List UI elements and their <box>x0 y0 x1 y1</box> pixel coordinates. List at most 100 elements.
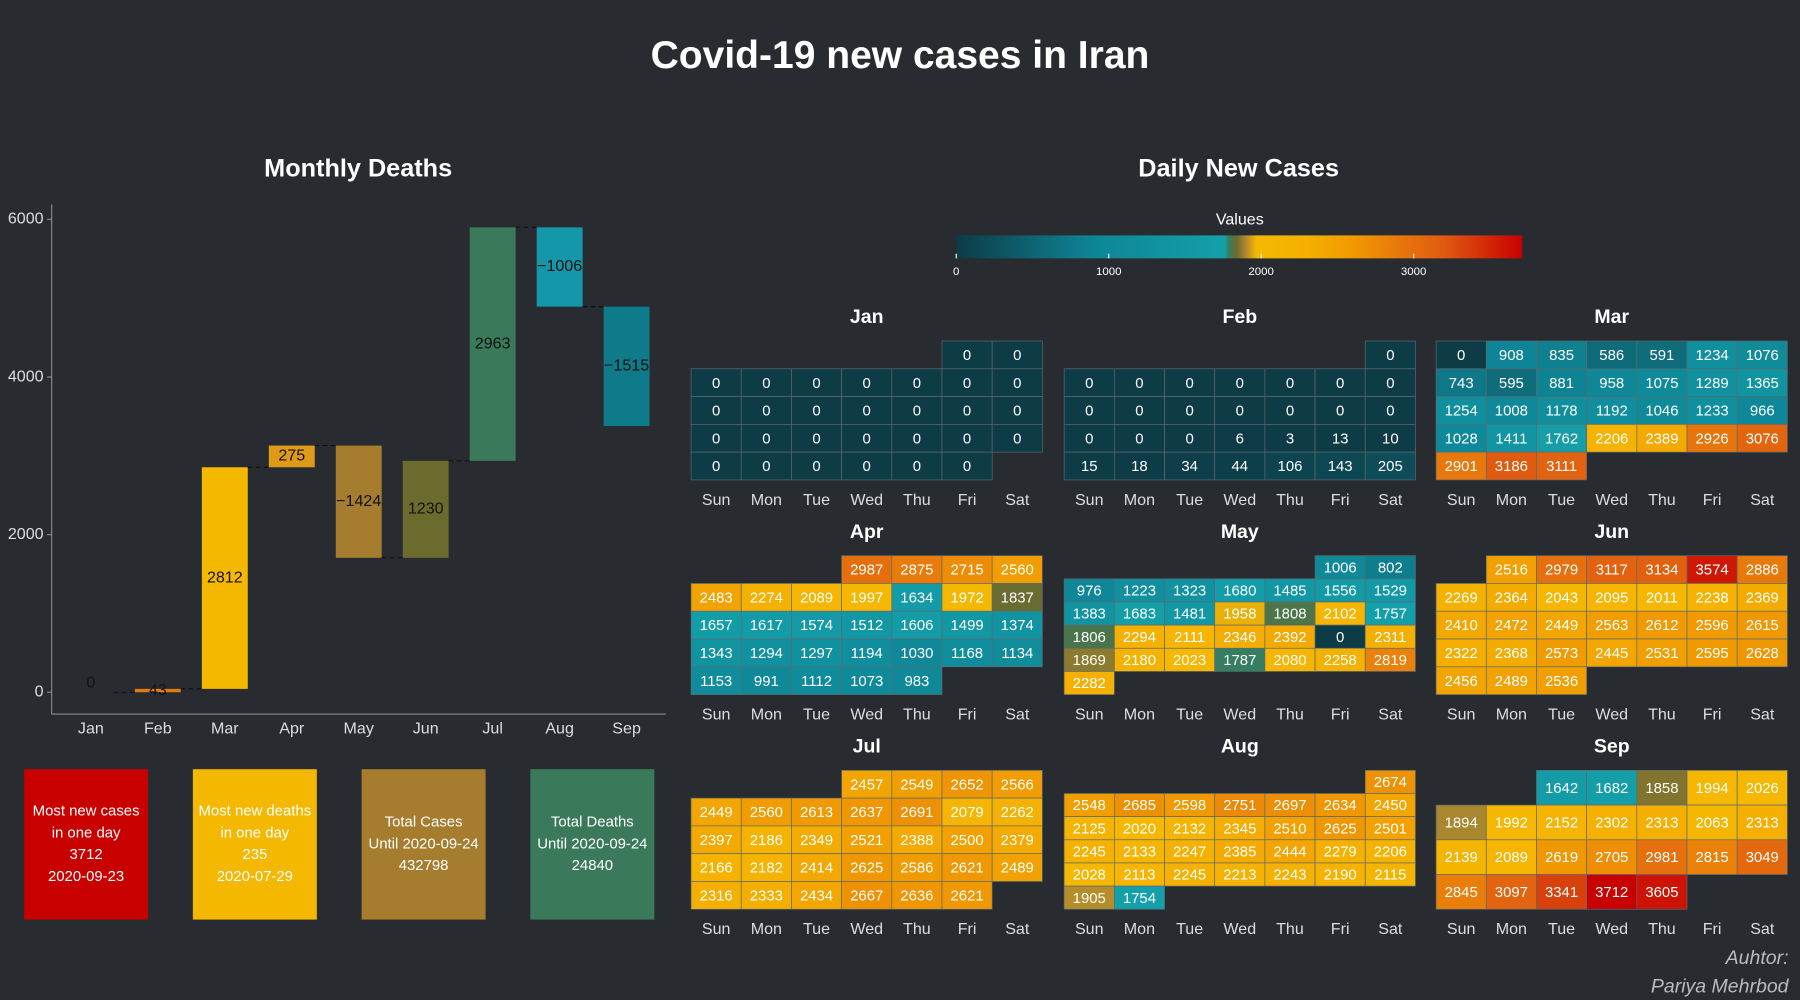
author-name: Pariya Mehrbod <box>1651 975 1790 997</box>
day-value: 2322 <box>1445 645 1478 662</box>
day-value: 1233 <box>1696 403 1729 420</box>
day-value: 2875 <box>900 562 933 579</box>
day-cell <box>1485 340 1537 370</box>
day-cell <box>1113 885 1165 910</box>
day-value: 1006 <box>1324 559 1357 576</box>
day-cell <box>1586 770 1638 806</box>
kpi-text: 2020-07-29 <box>217 868 293 885</box>
day-value: 1223 <box>1123 582 1156 599</box>
weekday-label: Wed <box>850 491 883 509</box>
day-value: 2190 <box>1324 867 1357 884</box>
kpi-card <box>361 769 486 920</box>
day-value: 2368 <box>1495 645 1528 662</box>
kpi-text: 432798 <box>399 857 449 874</box>
day-value: 1343 <box>700 645 733 662</box>
colorbar-tick-label: 2000 <box>1248 266 1274 278</box>
day-value: 2521 <box>850 832 883 849</box>
day-value: 1481 <box>1173 606 1206 623</box>
day-value: 2549 <box>900 776 933 793</box>
day-value: 835 <box>1549 347 1574 364</box>
day-value: 2685 <box>1123 797 1156 814</box>
weekday-label: Sun <box>1075 920 1104 938</box>
day-value: 3605 <box>1645 884 1678 901</box>
weekday-label: Sat <box>1378 705 1403 723</box>
day-value: 0 <box>963 347 971 364</box>
day-cell <box>1435 396 1487 425</box>
day-value: 10 <box>1382 430 1399 447</box>
day-value: 1606 <box>900 617 933 634</box>
day-value: 2751 <box>1223 797 1256 814</box>
day-cell <box>1435 666 1487 695</box>
day-cell <box>1314 451 1366 481</box>
y-tick-label: 6000 <box>8 210 44 228</box>
day-cell <box>1364 368 1416 397</box>
value-label: 2812 <box>207 568 243 586</box>
weekday-label: Fri <box>1703 491 1722 509</box>
day-value: 2625 <box>850 860 883 877</box>
chart-title: Monthly Deaths <box>264 155 452 183</box>
day-cell <box>1435 451 1487 481</box>
day-value: 0 <box>812 403 820 420</box>
day-value: 2560 <box>1001 562 1034 579</box>
day-value: 3097 <box>1495 884 1528 901</box>
value-label: −1424 <box>336 492 381 510</box>
day-value: 2302 <box>1595 815 1628 832</box>
weekday-label: Thu <box>1648 920 1676 938</box>
day-cell <box>891 396 943 425</box>
weekday-label: Thu <box>1276 920 1304 938</box>
weekday-label: Mon <box>1496 491 1527 509</box>
weekday-label: Mon <box>1496 920 1527 938</box>
day-cell <box>1364 862 1416 887</box>
day-value: 1383 <box>1073 606 1106 623</box>
day-cell <box>841 666 893 695</box>
day-value: 1754 <box>1123 890 1156 907</box>
day-cell <box>1536 638 1587 668</box>
weekday-label: Fri <box>1331 920 1350 938</box>
day-value: 0 <box>712 430 720 447</box>
weekday-label: Sat <box>1750 920 1775 938</box>
day-value: 2483 <box>700 589 733 606</box>
day-value: 2063 <box>1696 815 1729 832</box>
day-value: 2456 <box>1445 673 1478 690</box>
bar <box>268 445 315 468</box>
day-cell <box>1736 583 1788 612</box>
x-tick-label: Jul <box>482 719 503 737</box>
day-cell <box>1586 368 1638 397</box>
day-value: 2079 <box>950 804 983 821</box>
author-label: Auhtor: <box>1725 947 1789 969</box>
day-value: 1323 <box>1173 582 1206 599</box>
day-value: 2316 <box>700 887 733 904</box>
day-cell <box>891 424 943 453</box>
day-value: 1365 <box>1746 375 1779 392</box>
day-cell <box>740 424 792 453</box>
bar <box>402 460 449 558</box>
day-value: 2886 <box>1746 562 1779 579</box>
day-value: 0 <box>963 375 971 392</box>
day-value: 2449 <box>1545 617 1578 634</box>
day-cell <box>1536 424 1587 453</box>
day-cell <box>1485 874 1537 910</box>
day-value: 2979 <box>1545 562 1578 579</box>
day-value: 2500 <box>950 832 983 849</box>
day-value: 2560 <box>750 804 783 821</box>
day-value: 0 <box>1085 375 1093 392</box>
day-value: 2089 <box>800 589 833 606</box>
day-cell <box>690 881 742 910</box>
day-value: 1574 <box>800 617 833 634</box>
day-value: 2815 <box>1696 849 1729 866</box>
day-value: 6 <box>1236 430 1244 447</box>
day-value: 0 <box>963 430 971 447</box>
day-cell <box>841 368 893 397</box>
weekday-label: Wed <box>1595 491 1628 509</box>
day-value: 2414 <box>800 860 833 877</box>
day-value: 2926 <box>1696 430 1729 447</box>
day-value: 1683 <box>1123 606 1156 623</box>
weekday-label: Mon <box>1124 920 1155 938</box>
day-value: 0 <box>1185 430 1193 447</box>
day-value: 0 <box>812 458 820 475</box>
day-cell <box>690 424 742 453</box>
day-value: 1254 <box>1445 403 1478 420</box>
day-value: 2691 <box>900 804 933 821</box>
day-cell <box>1214 451 1266 481</box>
day-value: 0 <box>1013 347 1021 364</box>
